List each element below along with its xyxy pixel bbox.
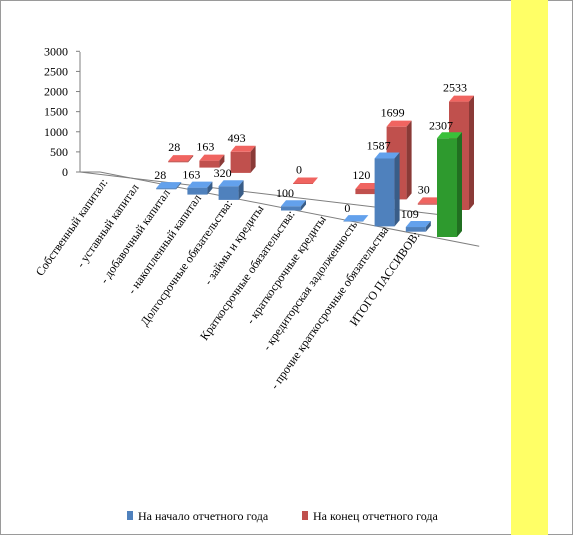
value-label-end: 493 <box>228 131 246 145</box>
bar-start-7-face <box>343 221 364 222</box>
value-label-start: 2307 <box>429 118 453 132</box>
bar-end-1-face <box>168 161 189 163</box>
value-label-start: 28 <box>154 168 166 182</box>
bar-start-3-face <box>218 186 239 200</box>
bar-end-5-top <box>293 177 318 184</box>
value-label-start: 109 <box>401 207 419 221</box>
bar-end-1-top <box>168 155 194 162</box>
value-label-start: 100 <box>276 186 294 200</box>
bar-start-10-top <box>437 132 462 139</box>
legend: На начало отчетного года На конец отчетн… <box>127 509 439 523</box>
legend-swatch-start <box>127 511 133 520</box>
bar-start-9-face <box>405 227 426 232</box>
bar-start-1-side <box>176 182 182 190</box>
bar-start-5-face <box>281 206 301 211</box>
bar-start-8-top <box>374 152 400 159</box>
value-label-start: 163 <box>182 168 200 182</box>
bars-group <box>156 95 474 237</box>
bar-end-2-top <box>199 154 225 161</box>
bar-start-10-face <box>437 138 457 237</box>
bar-start-9-top <box>405 221 431 228</box>
bar-end-9-top <box>417 197 443 204</box>
bar-end-2-face <box>199 160 220 168</box>
bar-end-3-face <box>230 151 251 173</box>
bar-start-5-top <box>281 200 306 207</box>
bar-start-5-side <box>301 200 306 211</box>
value-label-start: 320 <box>214 166 232 180</box>
legend-swatch-end <box>302 511 308 520</box>
value-label-end: 163 <box>196 140 214 154</box>
bar-end-2-side <box>219 154 225 168</box>
y-tick-label: 2000 <box>44 85 68 99</box>
bar-start-8-face <box>374 158 395 227</box>
value-label-start: 0 <box>344 201 350 215</box>
value-label-end: 1699 <box>381 106 405 120</box>
bar-start-3-side <box>238 180 244 200</box>
bar-start-2-side <box>207 181 213 195</box>
bar-end-9-face <box>417 203 438 205</box>
bar-start-2-face <box>187 187 208 195</box>
bar-start-3-top <box>218 180 244 187</box>
bar-start-8-side <box>394 152 400 227</box>
value-label-end: 2533 <box>443 81 467 95</box>
y-tick-label: 1000 <box>44 125 68 139</box>
value-label-end: 120 <box>352 168 370 182</box>
bar-end-3-side <box>250 145 256 173</box>
y-tick-label: 2500 <box>44 64 68 78</box>
y-tick-label: 500 <box>50 145 68 159</box>
bar-start-1-top <box>156 182 182 189</box>
legend-label-start: На начало отчетного года <box>138 509 269 523</box>
bar-end-10-side <box>469 95 474 210</box>
value-label-end: 0 <box>296 163 302 177</box>
bar-end-7-top <box>355 182 381 189</box>
bar-start-9-side <box>425 221 431 232</box>
bar-start-2-top <box>187 181 213 188</box>
bar-end-8-side <box>406 120 412 200</box>
bar-start-1-face <box>156 188 177 190</box>
y-tick-label: 3000 <box>44 44 68 58</box>
value-label-start: 1587 <box>367 138 391 152</box>
y-tick-label: 1500 <box>44 105 68 119</box>
value-label-end: 30 <box>418 182 430 196</box>
bar-start-10-side <box>457 132 462 237</box>
bar-end-1-side <box>188 155 194 163</box>
bar-end-8-top <box>386 120 412 127</box>
highlight-band <box>511 0 548 535</box>
bar-end-3-top <box>230 145 256 152</box>
bar-start-7-top <box>343 215 369 222</box>
bar-end-5-face <box>293 183 313 184</box>
legend-label-end: На конец отчетного года <box>313 509 439 523</box>
bar-end-10-top <box>449 95 474 102</box>
y-tick-label: 0 <box>62 165 68 179</box>
bar-end-7-face <box>355 188 376 195</box>
value-label-end: 28 <box>168 140 180 154</box>
